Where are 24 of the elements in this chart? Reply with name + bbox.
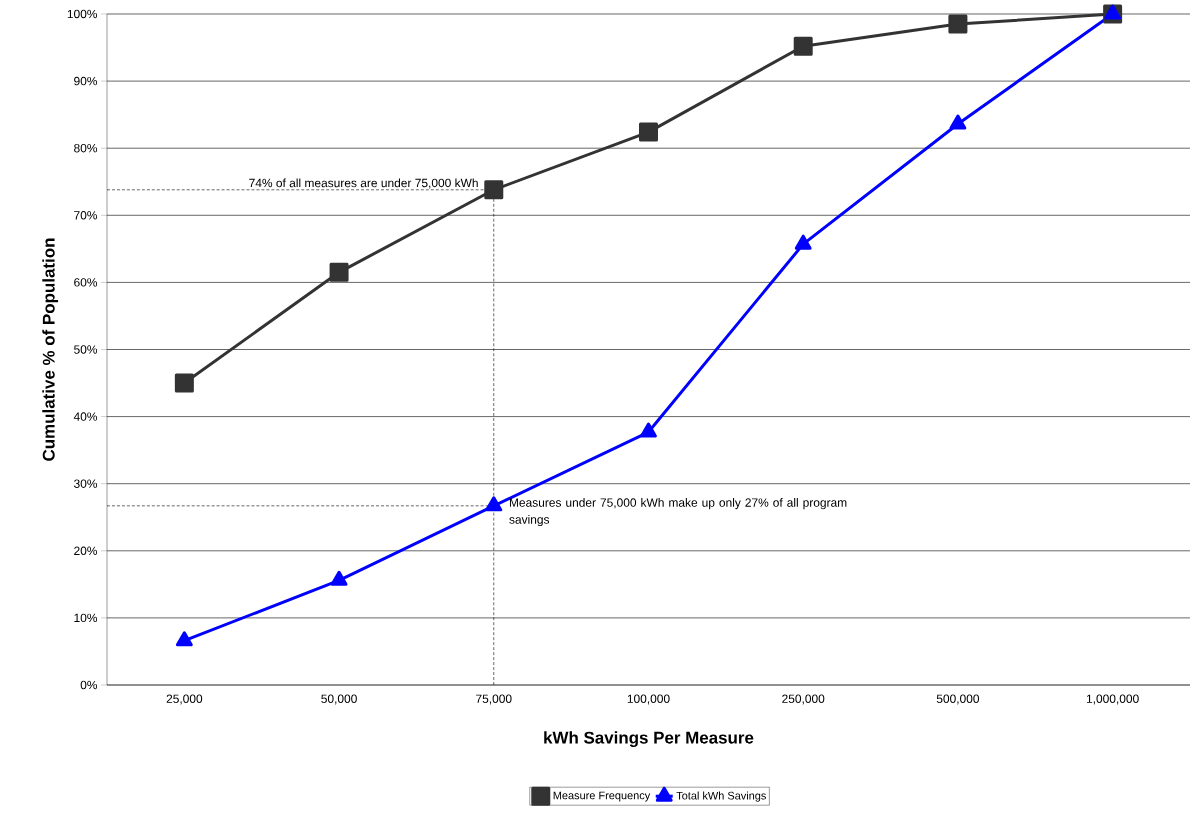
y-tick-label: 100% (67, 9, 98, 19)
x-tick-label: 25,000 (166, 694, 203, 705)
x-tick-label: 50,000 (321, 694, 357, 705)
x-tick-label: 500,000 (936, 694, 980, 705)
y-tick-label: 10% (74, 613, 98, 623)
annotation: Measures under 75,000 kWh make up only 27% of all program savings (509, 498, 847, 527)
legend-label: Measure Frequency (553, 791, 651, 802)
y-tick-label: 70% (74, 211, 98, 220)
y-tick-label: 60% (74, 278, 98, 287)
y-tick-label: 40% (73, 412, 98, 421)
y-tick-label: 0% (80, 680, 98, 690)
x-tick-label: 250,000 (782, 694, 825, 705)
x-tick-label: 75,000 (476, 694, 512, 705)
annotation: 74% of all measures are under 75,000 kWh (249, 178, 478, 189)
legend-label: Total kWh Savings (676, 791, 766, 802)
y-tick-label: 90% (74, 76, 98, 86)
y-tick-label: 80% (74, 143, 98, 153)
x-tick-label: 100,000 (627, 694, 670, 705)
y-tick-label: 20% (74, 546, 98, 556)
x-axis-title: kWh Savings Per Measure (544, 731, 754, 748)
x-tick-label: 1,000,000 (1086, 694, 1139, 705)
y-tick-label: 30% (74, 479, 98, 488)
y-axis-title: Cumulative % of Population (42, 238, 59, 461)
y-tick-label: 50% (74, 345, 98, 354)
